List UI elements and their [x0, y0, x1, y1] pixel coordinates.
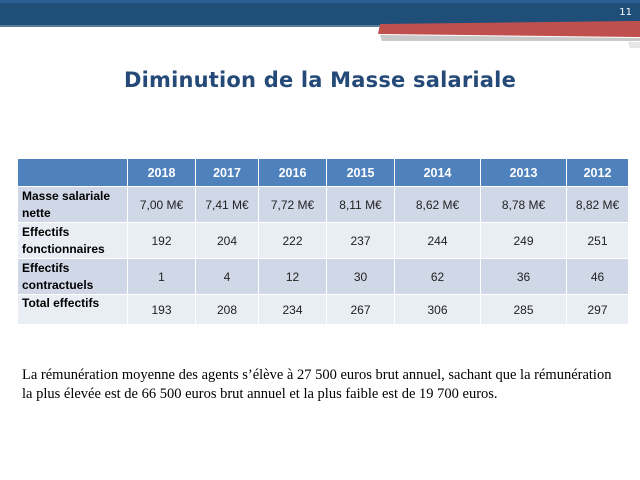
table-row: Masse salariale nette 7,00 M€ 7,41 M€ 7,…	[17, 186, 629, 223]
salary-note: La rémunération moyenne des agents s’élè…	[22, 367, 612, 402]
row-label: Total effectifs	[17, 294, 128, 325]
table-cell: 46	[566, 258, 629, 295]
row-label: Effectifs contractuels	[17, 258, 128, 295]
header-year: 2013	[480, 158, 567, 187]
header-year: 2017	[195, 158, 259, 187]
header-year: 2018	[127, 158, 196, 187]
table-cell: 12	[258, 258, 327, 295]
table-cell: 1	[127, 258, 196, 295]
table-cell: 36	[480, 258, 567, 295]
table-cell: 222	[258, 222, 327, 259]
table-cell: 4	[195, 258, 259, 295]
table-cell: 297	[566, 294, 629, 325]
table-row: Total effectifs 193 208 234 267 306 285 …	[17, 294, 629, 325]
table-cell: 249	[480, 222, 567, 259]
table-cell: 285	[480, 294, 567, 325]
table-header-row: 2018 2017 2016 2015 2014 2013 2012	[17, 158, 629, 187]
row-label: Effectifs fonctionnaires	[17, 222, 128, 259]
table-cell: 8,78 M€	[480, 186, 567, 223]
table-cell: 237	[326, 222, 395, 259]
header-year: 2016	[258, 158, 327, 187]
payroll-table: 2018 2017 2016 2015 2014 2013 2012 Masse…	[17, 158, 629, 325]
table-cell: 7,41 M€	[195, 186, 259, 223]
table-cell: 7,72 M€	[258, 186, 327, 223]
table-cell: 8,62 M€	[394, 186, 481, 223]
slide-header-banner: 11	[0, 0, 640, 48]
table-row: Effectifs fonctionnaires 192 204 222 237…	[17, 222, 629, 259]
header-corner	[17, 158, 128, 187]
table-cell: 244	[394, 222, 481, 259]
table-cell: 192	[127, 222, 196, 259]
table-cell: 8,82 M€	[566, 186, 629, 223]
table-cell: 251	[566, 222, 629, 259]
table-cell: 234	[258, 294, 327, 325]
table-cell: 267	[326, 294, 395, 325]
table-cell: 204	[195, 222, 259, 259]
table-cell: 62	[394, 258, 481, 295]
row-label: Masse salariale nette	[17, 186, 128, 223]
header-year: 2012	[566, 158, 629, 187]
banner-graphic	[0, 0, 640, 48]
table-cell: 306	[394, 294, 481, 325]
table-cell: 7,00 M€	[127, 186, 196, 223]
slide-title: Diminution de la Masse salariale	[123, 68, 517, 92]
header-year: 2014	[394, 158, 481, 187]
table-cell: 30	[326, 258, 395, 295]
table-cell: 208	[195, 294, 259, 325]
table-cell: 193	[127, 294, 196, 325]
table-row: Effectifs contractuels 1 4 12 30 62 36 4…	[17, 258, 629, 295]
slide-number: 11	[619, 7, 632, 18]
table-cell: 8,11 M€	[326, 186, 395, 223]
header-year: 2015	[326, 158, 395, 187]
